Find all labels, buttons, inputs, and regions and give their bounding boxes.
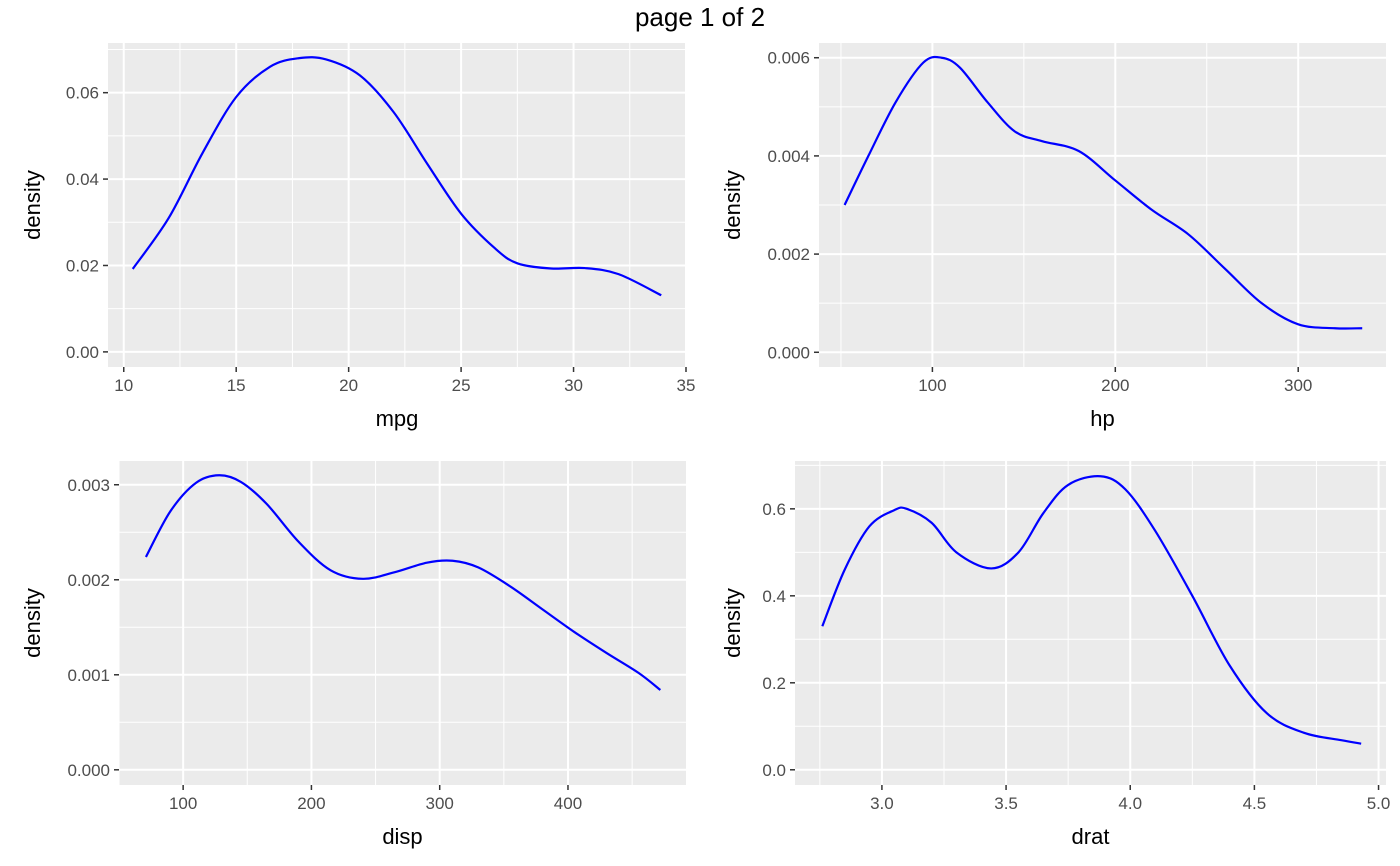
x-tick-label: 3.0 bbox=[870, 794, 894, 813]
x-axis-title: disp bbox=[382, 824, 422, 849]
y-axis-title: density bbox=[20, 170, 45, 240]
y-tick-label: 0.00 bbox=[66, 343, 99, 362]
x-tick-label: 20 bbox=[339, 376, 358, 395]
y-tick-label: 0.002 bbox=[67, 571, 110, 590]
y-tick-label: 0.0 bbox=[762, 761, 786, 780]
y-axis-title: density bbox=[20, 588, 45, 658]
density-curve-mpg bbox=[131, 56, 662, 297]
density-curve-hp bbox=[843, 55, 1363, 330]
y-tick-label: 0.002 bbox=[767, 245, 810, 264]
x-tick-label: 4.5 bbox=[1243, 794, 1267, 813]
x-tick-label: 4.0 bbox=[1118, 794, 1142, 813]
density-curve-disp bbox=[144, 474, 662, 691]
y-tick-label: 0.4 bbox=[762, 587, 786, 606]
x-tick-label: 25 bbox=[452, 376, 471, 395]
x-tick-label: 200 bbox=[1101, 376, 1129, 395]
page-title: page 1 of 2 bbox=[634, 2, 766, 32]
chart-panel-drat: 3.0 3.5 4.0 4.5 5.0 0.0 0.2 0.4 0.6 drat density bbox=[720, 461, 1390, 849]
x-tick-label: 35 bbox=[677, 376, 696, 395]
y-tick-label: 0.000 bbox=[767, 343, 810, 362]
x-axis-title: hp bbox=[1090, 406, 1114, 431]
y-tick-label: 0.06 bbox=[66, 84, 99, 103]
plot-panel-background bbox=[108, 43, 686, 367]
x-tick-label: 3.5 bbox=[994, 794, 1018, 813]
x-tick-label: 100 bbox=[169, 794, 197, 813]
y-tick-label: 0.000 bbox=[67, 761, 110, 780]
x-tick-label: 400 bbox=[554, 794, 582, 813]
x-axis-title: drat bbox=[1072, 824, 1110, 849]
x-tick-label: 300 bbox=[1284, 376, 1312, 395]
plot-panel-background bbox=[795, 461, 1386, 785]
x-tick-label: 300 bbox=[426, 794, 454, 813]
plot-panel-background bbox=[119, 461, 686, 785]
x-tick-label: 5.0 bbox=[1367, 794, 1391, 813]
x-tick-label: 10 bbox=[114, 376, 133, 395]
y-tick-label: 0.003 bbox=[67, 476, 110, 495]
y-tick-label: 0.006 bbox=[767, 49, 810, 68]
chart-panel-disp: 100 200 300 400 0.000 0.001 0.002 0.003 disp dens… bbox=[20, 461, 686, 849]
y-axis-title: density bbox=[720, 170, 745, 240]
x-tick-label: 200 bbox=[297, 794, 325, 813]
x-tick-label: 15 bbox=[227, 376, 246, 395]
x-tick-label: 100 bbox=[918, 376, 946, 395]
y-tick-label: 0.2 bbox=[762, 674, 786, 693]
chart-panel-hp: 100 200 300 0.000 0.002 0.004 0.006 hp density bbox=[720, 43, 1386, 431]
y-tick-label: 0.02 bbox=[66, 256, 99, 275]
x-tick-label: 30 bbox=[564, 376, 583, 395]
y-axis-title: density bbox=[720, 588, 745, 658]
y-tick-label: 0.001 bbox=[67, 666, 110, 685]
y-tick-label: 0.004 bbox=[767, 147, 810, 166]
density-curve-drat bbox=[821, 475, 1362, 745]
chart-panel-mpg: 10 15 20 25 30 35 0.00 0.02 0.04 0.06 mpg density bbox=[20, 43, 695, 431]
x-axis-title: mpg bbox=[376, 406, 419, 431]
y-tick-label: 0.04 bbox=[66, 170, 99, 189]
y-tick-label: 0.6 bbox=[762, 500, 786, 519]
